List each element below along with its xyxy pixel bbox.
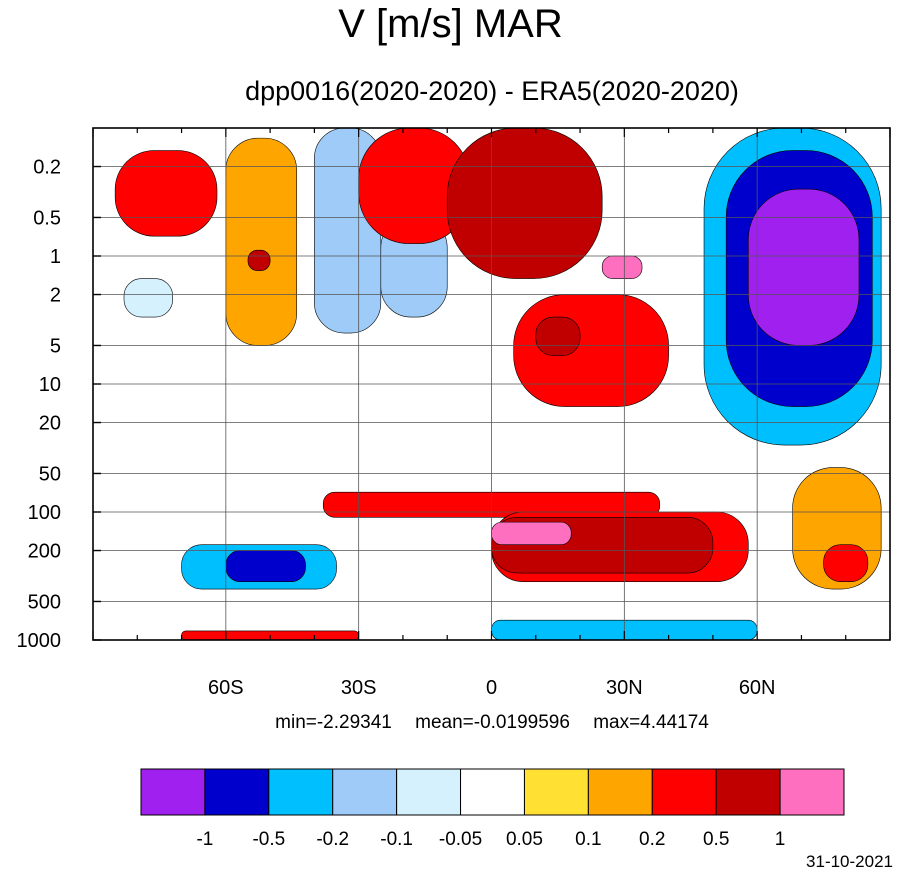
y-tick-label: 5: [50, 335, 61, 357]
y-tick-label: 1: [50, 246, 61, 268]
colorbar-label: 0.2: [639, 829, 665, 850]
colorbar-swatch: [523, 768, 589, 816]
colorbar: -1 -0.5 -0.2 -0.1 -0.05 0.05 0.1 0.2 0.5 1: [140, 768, 845, 850]
chart-subtitle: dpp0016(2020-2020) - ERA5(2020-2020): [245, 76, 739, 106]
colorbar-label: 0.1: [575, 829, 601, 850]
colorbar-label: -0.2: [316, 829, 349, 850]
y-tick-label: 500: [28, 591, 61, 613]
y-tick-label: 2: [50, 285, 61, 307]
x-tick-label: 60N: [739, 677, 776, 699]
contour-region: [491, 521, 572, 545]
y-tick-label: 100: [28, 502, 61, 524]
contour-region: [513, 294, 669, 407]
y-tick-label: 0.5: [33, 207, 61, 229]
y-axis: 0.2 0.5 1 2 5 10 20 50 100 200 500 1000: [17, 157, 101, 652]
date-stamp: 31-10-2021: [806, 852, 893, 871]
stat-min: min=-2.29341: [275, 712, 392, 733]
x-tick-label: 30N: [606, 677, 643, 699]
contour-region: [446, 128, 603, 279]
colorbar-label: -0.05: [439, 829, 482, 850]
y-tick-label: 200: [28, 541, 61, 563]
colorbar-swatch: [779, 768, 845, 816]
colorbar-swatch: [268, 768, 334, 816]
contour-region: [225, 137, 297, 346]
colorbar-label: 0.05: [506, 829, 543, 850]
contour-region: [535, 316, 581, 356]
contour-region: [823, 544, 869, 582]
colorbar-label: 0.5: [703, 829, 729, 850]
contour-region: [247, 249, 271, 271]
x-tick-label: 60S: [208, 677, 244, 699]
contour-region: [123, 278, 174, 318]
colorbar-label: -0.5: [252, 829, 285, 850]
stat-mean: mean=-0.0199596: [415, 712, 570, 733]
x-tick-label: 30S: [341, 677, 377, 699]
colorbar-swatch: [396, 768, 462, 816]
contour-region: [748, 188, 860, 346]
colorbar-swatch: [140, 768, 206, 816]
y-tick-label: 0.2: [33, 157, 61, 179]
colorbar-label: -0.1: [380, 829, 413, 850]
colorbar-swatch: [332, 768, 398, 816]
x-tick-label: 0: [486, 677, 497, 699]
colorbar-swatch: [204, 768, 270, 816]
colorbar-label: 1: [775, 829, 786, 850]
contour-region: [225, 550, 306, 582]
x-axis: 60S 30S 0 30N 60N: [92, 128, 891, 699]
y-tick-label: 20: [39, 413, 61, 435]
colorbar-label: -1: [196, 829, 213, 850]
statistics-line: min=-2.29341 mean=-0.0199596 max=4.44174: [0, 712, 901, 734]
contour-region: [114, 150, 218, 237]
chart-title: V [m/s] MAR: [338, 2, 563, 46]
colorbar-swatch: [460, 768, 525, 816]
colorbar-swatch: [587, 768, 653, 816]
y-tick-label: 10: [39, 374, 61, 396]
stat-max: max=4.44174: [593, 712, 709, 733]
colorbar-swatch: [715, 768, 781, 816]
contour-region: [601, 255, 643, 279]
y-tick-label: 50: [39, 463, 61, 485]
colorbar-swatch: [651, 768, 717, 816]
y-tick-label: 1000: [17, 630, 62, 652]
